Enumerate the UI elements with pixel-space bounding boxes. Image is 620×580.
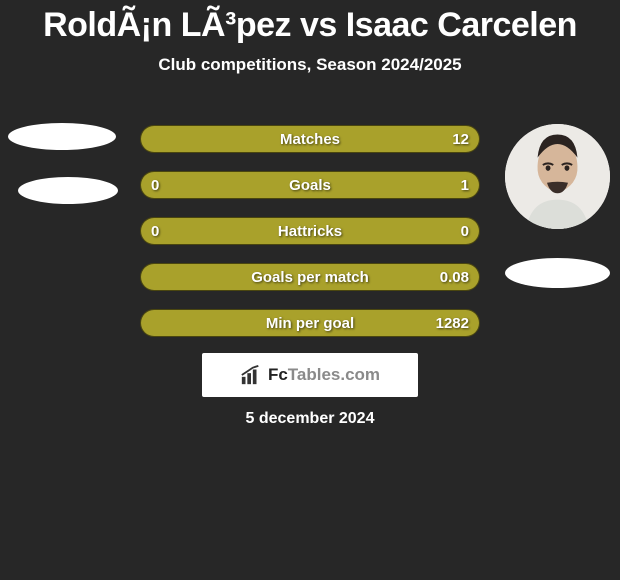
bar-label: Goals per match xyxy=(251,264,369,291)
logo-text: FcTables.com xyxy=(268,365,380,385)
stat-row: Matches 12 xyxy=(140,125,480,153)
source-logo: FcTables.com xyxy=(202,353,418,397)
right-player-avatar xyxy=(505,124,610,229)
bar-value-right: 1 xyxy=(461,172,469,199)
person-icon xyxy=(505,124,610,229)
date-text: 5 december 2024 xyxy=(0,410,620,428)
logo-brand-b: Tables xyxy=(288,365,341,384)
stat-row: 0 Hattricks 0 xyxy=(140,217,480,245)
right-player-shape xyxy=(505,258,610,288)
bar-left-fill xyxy=(141,264,259,290)
bar-value-right: 0 xyxy=(461,218,469,245)
logo-brand-a: Fc xyxy=(268,365,288,384)
logo-suffix: .com xyxy=(340,365,380,384)
bar-value-right: 0.08 xyxy=(440,264,469,291)
page-title: RoldÃ¡n LÃ³pez vs Isaac Carcelen xyxy=(0,0,620,45)
left-player-shape-2 xyxy=(18,177,118,204)
bar-label: Goals xyxy=(289,172,331,199)
bar-value-left: 0 xyxy=(151,218,159,245)
bar-value-right: 1282 xyxy=(436,310,469,337)
bar-label: Hattricks xyxy=(278,218,342,245)
bar-value-right: 12 xyxy=(452,126,469,153)
bar-left-fill xyxy=(141,310,259,336)
bar-value-left: 0 xyxy=(151,172,159,199)
stat-row: Min per goal 1282 xyxy=(140,309,480,337)
bar-label: Matches xyxy=(280,126,340,153)
stat-row: Goals per match 0.08 xyxy=(140,263,480,291)
stat-bars: Matches 12 0 Goals 1 0 Hattricks 0 Goals per mat… xyxy=(140,125,480,355)
stat-row: 0 Goals 1 xyxy=(140,171,480,199)
left-player-shape-1 xyxy=(8,123,116,150)
bars-icon xyxy=(240,364,262,386)
bar-left-fill xyxy=(141,126,276,152)
subtitle: Club competitions, Season 2024/2025 xyxy=(0,55,620,75)
bar-label: Min per goal xyxy=(266,310,354,337)
